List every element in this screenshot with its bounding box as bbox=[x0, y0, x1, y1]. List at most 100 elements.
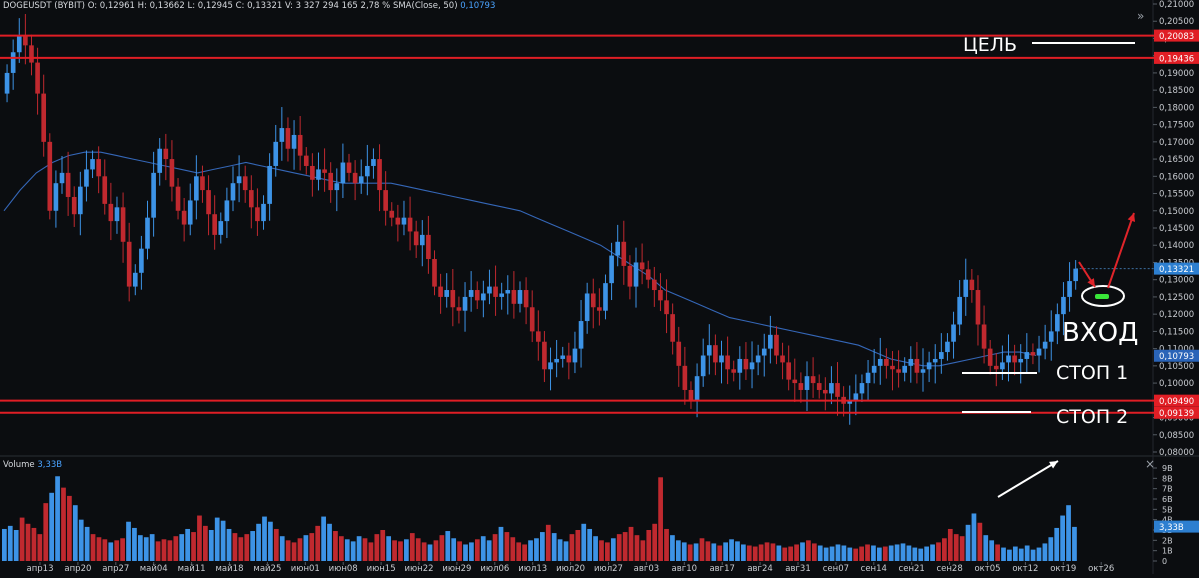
price-axis-tick-label: 0,18500 bbox=[1159, 86, 1194, 96]
volume-bar bbox=[723, 542, 729, 561]
volume-bar bbox=[49, 492, 55, 561]
candle-body bbox=[371, 159, 376, 166]
date-axis-label: май11 bbox=[178, 564, 206, 574]
candle-body bbox=[542, 341, 547, 370]
candle-body bbox=[768, 334, 773, 349]
volume-bar bbox=[510, 537, 516, 561]
volume-bar bbox=[776, 545, 782, 561]
volume-axis-tick-label: 1B bbox=[1162, 547, 1173, 556]
price-level-tag-label: 0,09139 bbox=[1159, 409, 1194, 419]
candle-body bbox=[334, 183, 340, 191]
volume-bar bbox=[439, 535, 445, 561]
candle-body bbox=[535, 331, 541, 342]
candle-body bbox=[731, 369, 737, 373]
candle-body bbox=[175, 186, 181, 211]
candle-body bbox=[407, 217, 413, 232]
candle-body bbox=[792, 379, 798, 384]
candle-body bbox=[706, 345, 712, 356]
volume-bar bbox=[575, 530, 581, 561]
volume-bar bbox=[717, 545, 723, 561]
candle-body bbox=[737, 358, 743, 373]
candle-body bbox=[310, 165, 315, 180]
candle-body bbox=[194, 176, 199, 201]
date-axis-label: июн08 bbox=[329, 564, 358, 574]
volume-bar bbox=[120, 538, 125, 561]
close-volume-icon[interactable]: × bbox=[1145, 457, 1156, 471]
candle-body bbox=[566, 355, 572, 363]
volume-bar bbox=[841, 545, 847, 561]
volume-bar bbox=[244, 534, 250, 561]
candle-body bbox=[621, 241, 627, 266]
volume-bar bbox=[7, 525, 13, 561]
candle-body bbox=[4, 72, 10, 94]
volume-bar bbox=[894, 544, 900, 561]
collapse-panel-icon[interactable]: » bbox=[1137, 9, 1145, 23]
candle-body bbox=[65, 172, 71, 197]
volume-bar bbox=[356, 536, 362, 561]
volume-bar bbox=[675, 540, 681, 561]
volume-bar bbox=[876, 547, 882, 561]
date-axis-label: июн29 bbox=[442, 564, 471, 574]
price-axis-tick-label: 0,19000 bbox=[1159, 69, 1194, 79]
candle-body bbox=[71, 196, 77, 215]
candle-body bbox=[1030, 352, 1036, 356]
volume-bar bbox=[658, 477, 663, 561]
candle-body bbox=[255, 207, 260, 222]
volume-bar bbox=[474, 539, 480, 561]
date-axis-label: окт19 bbox=[1050, 564, 1076, 574]
candle-body bbox=[664, 300, 669, 315]
candle-body bbox=[29, 45, 34, 63]
candle-body bbox=[853, 393, 859, 401]
volume-bar bbox=[882, 546, 888, 561]
candle-body bbox=[145, 217, 150, 249]
volume-bar bbox=[545, 524, 551, 561]
price-axis-tick-label: 0,16000 bbox=[1159, 172, 1194, 182]
volume-bar bbox=[587, 528, 593, 561]
volume-bar bbox=[504, 532, 510, 561]
volume-bar bbox=[959, 536, 965, 561]
candle-body bbox=[597, 307, 602, 311]
price-axis-tick-label: 0,10500 bbox=[1159, 362, 1194, 372]
candle-body bbox=[560, 355, 566, 359]
volume-bar bbox=[350, 541, 356, 561]
candle-body bbox=[1055, 314, 1060, 332]
date-axis-label: окт12 bbox=[1012, 564, 1038, 574]
volume-bar bbox=[681, 542, 687, 561]
candle-body bbox=[1000, 362, 1005, 370]
price-axis-tick-label: 0,13000 bbox=[1159, 276, 1194, 286]
volume-bar bbox=[888, 545, 894, 561]
candle-body bbox=[462, 296, 468, 311]
candle-body bbox=[609, 255, 614, 284]
volume-bar bbox=[936, 542, 941, 561]
candle-body bbox=[438, 286, 443, 297]
volume-bar bbox=[303, 535, 309, 561]
volume-bar bbox=[90, 534, 96, 561]
candle-body bbox=[920, 369, 926, 373]
volume-bar bbox=[634, 535, 640, 561]
date-axis-label: апр27 bbox=[102, 564, 129, 574]
candle-body bbox=[645, 269, 651, 280]
volume-bar bbox=[31, 527, 37, 561]
volume-bar bbox=[250, 531, 256, 561]
candle-body bbox=[444, 290, 450, 297]
volume-bar bbox=[965, 524, 971, 561]
volume-bar bbox=[752, 546, 758, 561]
candle-body bbox=[23, 35, 28, 46]
volume-bar bbox=[640, 540, 646, 561]
volume-bar bbox=[315, 525, 321, 561]
candle-body bbox=[1042, 341, 1048, 349]
candle-body bbox=[365, 165, 370, 177]
candle-body bbox=[230, 183, 236, 201]
candle-body bbox=[633, 262, 639, 287]
candle-body bbox=[908, 358, 914, 366]
candle-body bbox=[755, 355, 761, 363]
candle-body bbox=[78, 186, 83, 215]
volume-bar bbox=[161, 539, 167, 561]
price-axis-tick-label: 0,14000 bbox=[1159, 241, 1194, 251]
candle-body bbox=[218, 221, 224, 235]
chart-header: DOGEUSDT (BYBIT) O: 0,12961 H: 0,13662 L… bbox=[3, 1, 495, 11]
volume-bar bbox=[741, 544, 746, 561]
volume-bar bbox=[433, 540, 439, 561]
